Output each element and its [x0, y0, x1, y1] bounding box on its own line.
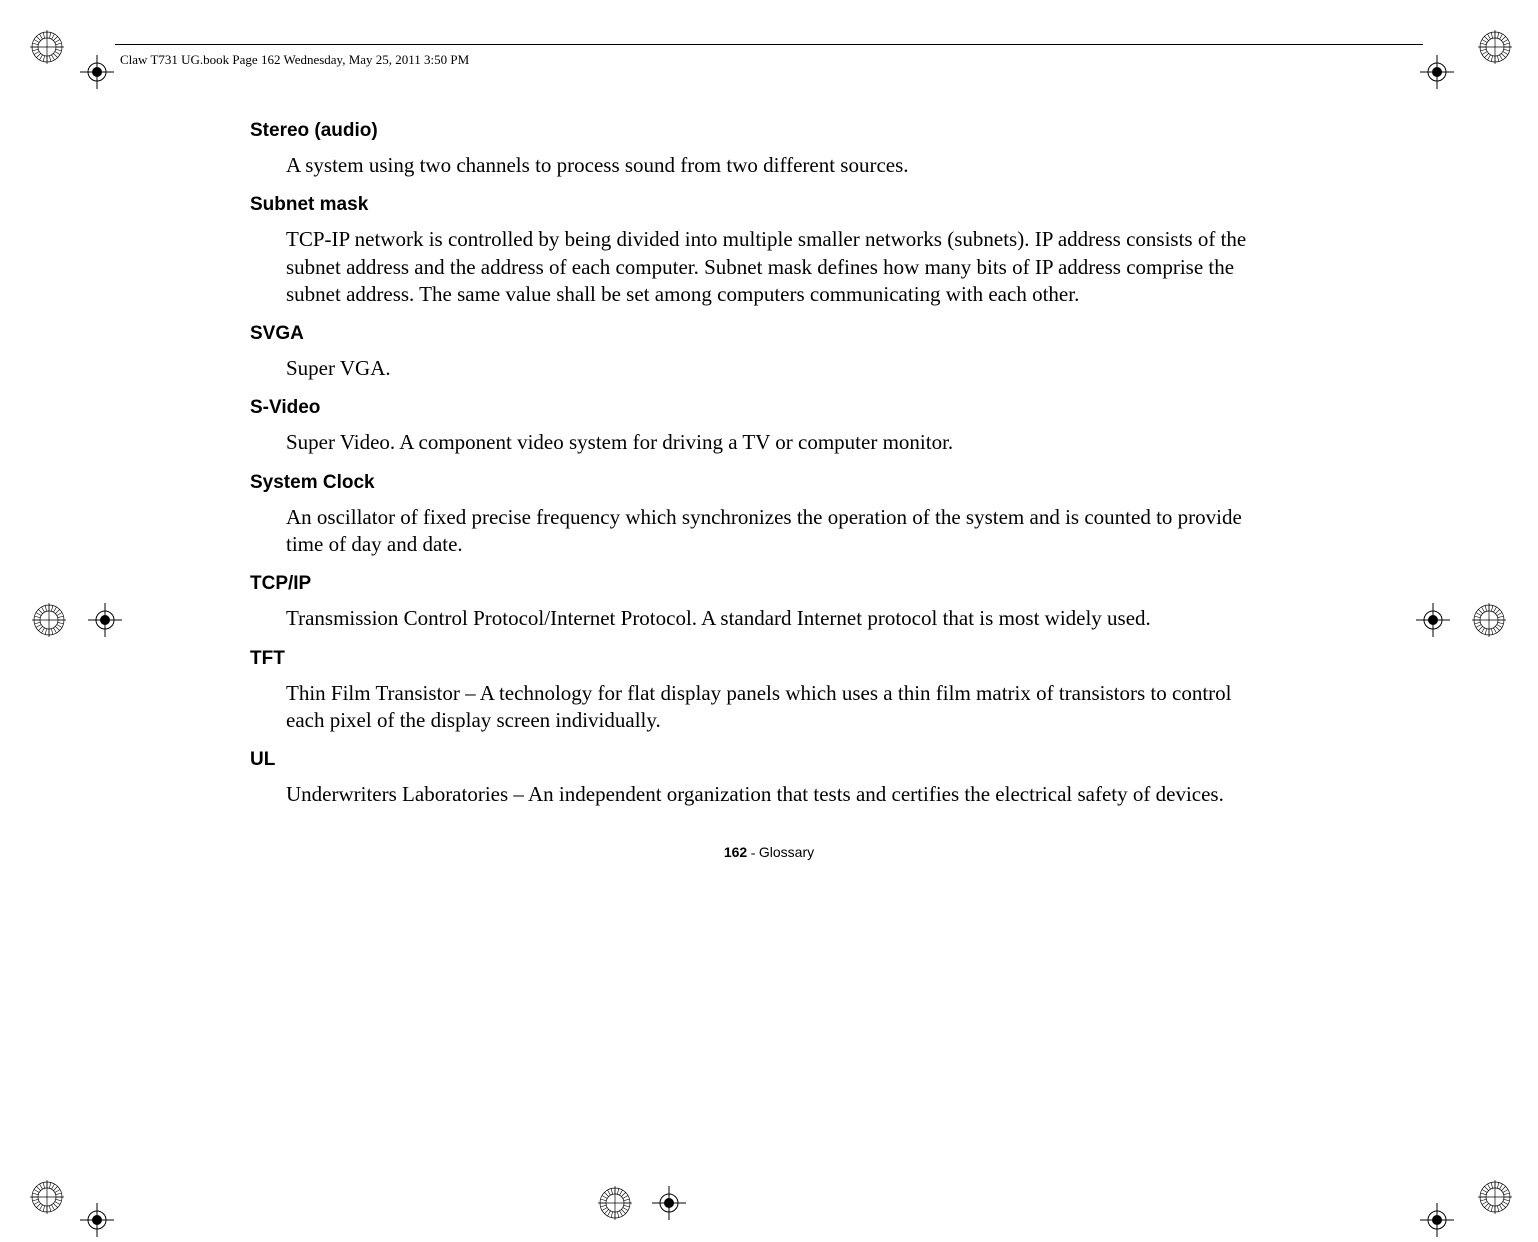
crosshair-mark-icon [652, 1186, 686, 1225]
term: UL [250, 749, 1250, 771]
definition: An oscillator of fixed precise frequency… [286, 504, 1250, 559]
registration-mark-icon [32, 603, 66, 642]
registration-mark-icon [598, 1186, 632, 1225]
glossary-content: Stereo (audio) A system using two channe… [250, 120, 1250, 817]
registration-mark-icon [1472, 603, 1506, 642]
definition: Transmission Control Protocol/Internet P… [286, 605, 1250, 632]
header-text: Claw T731 UG.book Page 162 Wednesday, Ma… [120, 52, 469, 68]
definition: Underwriters Laboratories – An independe… [286, 781, 1250, 808]
crosshair-mark-icon [1420, 55, 1454, 94]
term: SVGA [250, 323, 1250, 345]
definition: TCP-IP network is controlled by being di… [286, 226, 1250, 308]
header-rule [115, 44, 1423, 45]
definition: Super Video. A component video system fo… [286, 429, 1250, 456]
footer-sep: - [747, 846, 759, 861]
crosshair-mark-icon [1420, 1203, 1454, 1242]
page-footer: 162 - Glossary [0, 844, 1538, 862]
term: Subnet mask [250, 194, 1250, 216]
page-number: 162 [724, 844, 747, 860]
crosshair-mark-icon [80, 55, 114, 94]
footer-section: Glossary [759, 844, 814, 860]
term: Stereo (audio) [250, 120, 1250, 142]
term: System Clock [250, 472, 1250, 494]
crosshair-mark-icon [80, 1203, 114, 1242]
registration-mark-icon [1478, 1180, 1512, 1219]
registration-mark-icon [30, 1180, 64, 1219]
crosshair-mark-icon [1416, 603, 1450, 642]
registration-mark-icon [30, 30, 64, 69]
definition: Thin Film Transistor – A technology for … [286, 680, 1250, 735]
crosshair-mark-icon [88, 603, 122, 642]
term: TCP/IP [250, 573, 1250, 595]
term: S-Video [250, 397, 1250, 419]
definition: A system using two channels to process s… [286, 152, 1250, 179]
term: TFT [250, 648, 1250, 670]
definition: Super VGA. [286, 355, 1250, 382]
registration-mark-icon [1478, 30, 1512, 69]
